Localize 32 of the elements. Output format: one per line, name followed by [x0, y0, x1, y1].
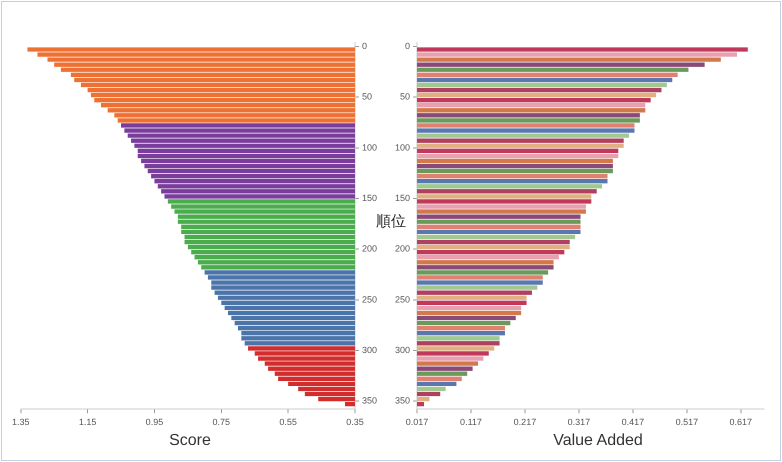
x-tick-label: 0.117: [460, 417, 482, 428]
x-axis-title: Score: [169, 432, 211, 450]
y-tick-label: 200: [394, 244, 410, 254]
y-tick-label: 200: [362, 244, 378, 254]
y-tick-label: 50: [362, 92, 372, 102]
y-tick-label: 100: [362, 142, 378, 152]
x-tick-label: 0.417: [622, 417, 644, 428]
y-tick-label: 150: [362, 192, 378, 203]
x-tick-label: 1.35: [12, 417, 30, 428]
y-tick-label: 0: [362, 40, 367, 51]
y-tick-label: 250: [362, 294, 378, 304]
y-tick-label: 300: [362, 344, 378, 355]
x-tick-label: 0.55: [279, 417, 297, 428]
y-tick-label: 300: [394, 344, 410, 355]
y-tick-label: 50: [400, 92, 410, 102]
y-tick-label: 250: [394, 294, 410, 304]
x-tick-label: 0.217: [514, 417, 536, 428]
x-tick-label: 0.517: [676, 417, 698, 428]
y-axis-title: 順位: [376, 212, 406, 231]
x-tick-label: 0.017: [406, 417, 428, 428]
x-tick-label: 1.15: [78, 417, 96, 428]
x-tick-label: 0.75: [212, 417, 230, 428]
x-tick-label: 0.317: [568, 417, 590, 428]
x-tick-label: 0.95: [146, 417, 164, 428]
y-tick-label: 100: [394, 142, 410, 152]
x-tick-label: 0.617: [730, 417, 752, 428]
y-tick-label: 350: [394, 396, 410, 406]
x-tick-label: 0.35: [346, 417, 364, 428]
y-tick-label: 0: [405, 40, 410, 51]
y-tick-label: 350: [362, 396, 378, 406]
y-tick-label: 150: [394, 192, 410, 203]
x-axis-title: Value Added: [553, 432, 643, 450]
